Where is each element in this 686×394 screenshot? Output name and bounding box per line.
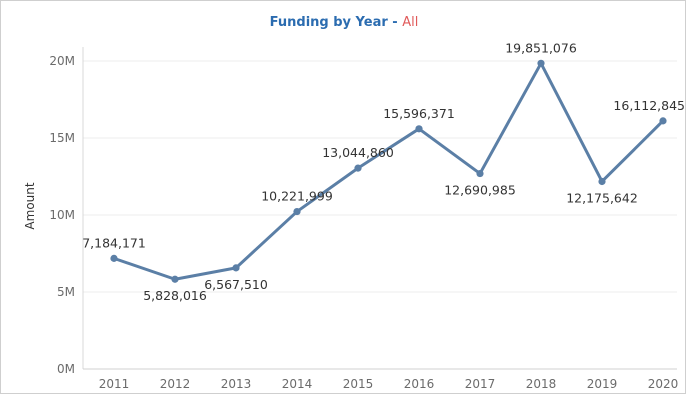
x-tick-label: 2017	[465, 377, 496, 391]
data-point[interactable]	[415, 125, 423, 133]
data-point[interactable]	[354, 164, 362, 172]
chart-title-separator: -	[392, 15, 398, 30]
data-label: 13,044,860	[322, 145, 394, 160]
chart-title: Funding by Year - All	[1, 15, 685, 30]
x-tick-label: 2012	[160, 377, 191, 391]
data-point[interactable]	[171, 275, 179, 283]
x-tick-label: 2018	[526, 377, 557, 391]
x-tick-label: 2015	[343, 377, 374, 391]
y-tick-label: 0M	[57, 362, 75, 376]
data-point[interactable]	[537, 59, 545, 67]
y-axis-label: Amount	[23, 182, 37, 229]
data-point[interactable]	[293, 207, 301, 216]
chart-title-text: Funding by Year	[269, 15, 388, 30]
data-label: 12,690,985	[444, 183, 516, 198]
data-point[interactable]	[476, 169, 484, 178]
data-point[interactable]	[110, 254, 118, 262]
x-tick-label: 2020	[648, 377, 679, 391]
chart-title-filter[interactable]: All	[402, 15, 419, 30]
y-tick-label: 5M	[57, 285, 75, 299]
data-point[interactable]	[659, 117, 667, 125]
x-tick-label: 2016	[404, 377, 435, 391]
data-label: 12,175,642	[566, 190, 638, 205]
data-label: 10,221,999	[261, 189, 333, 204]
data-label: 19,851,076	[505, 40, 577, 55]
y-tick-label: 20M	[49, 54, 75, 68]
data-points	[110, 59, 667, 283]
data-label: 7,184,171	[82, 235, 146, 250]
data-label: 6,567,510	[204, 277, 268, 292]
axes: 0M 5M 10M 15M 20M 2011 2012 2013 2014 2015 2016 201…	[49, 47, 678, 391]
data-point[interactable]	[598, 177, 606, 186]
data-label: 15,596,371	[383, 106, 455, 121]
x-tick-label: 2011	[99, 377, 130, 391]
y-tick-label: 15M	[49, 131, 75, 145]
series-line	[112, 61, 665, 281]
x-tick-label: 2014	[282, 377, 313, 391]
x-tick-label: 2019	[587, 377, 618, 391]
gridlines	[83, 60, 677, 293]
y-tick-label: 10M	[49, 208, 75, 222]
x-tick-label: 2013	[221, 377, 252, 391]
series-line-path	[112, 61, 665, 281]
data-point[interactable]	[232, 264, 240, 272]
data-label: 16,112,845	[613, 98, 685, 113]
data-label: 5,828,016	[143, 288, 207, 303]
